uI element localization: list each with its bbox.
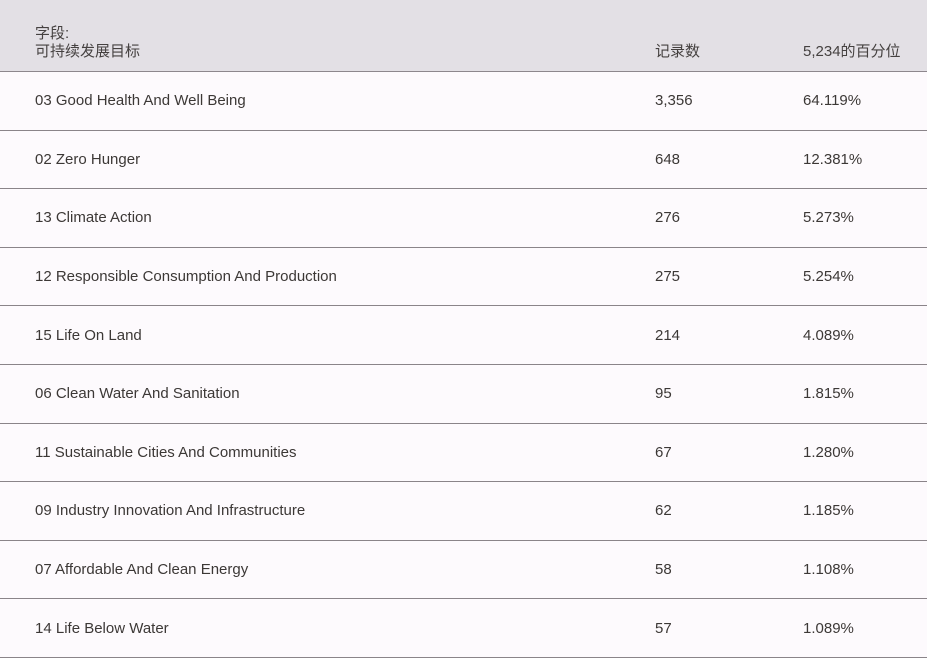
percentile-value: 1.089% [803, 619, 854, 637]
percentile-column-header: 5,234的百分位 [803, 43, 901, 60]
field-name-label: 可持续发展目标 [35, 43, 141, 60]
table-row[interactable]: 07 Affordable And Clean Energy 58 1.108% [0, 540, 927, 600]
table-row[interactable]: 02 Zero Hunger 648 12.381% [0, 130, 927, 190]
sdg-label: 03 Good Health And Well Being [35, 92, 246, 110]
table-row[interactable]: 09 Industry Innovation And Infrastructur… [0, 482, 927, 541]
field-column-header: 字段: 可持续发展目标 [0, 25, 655, 61]
sdg-label: 12 Responsible Consumption And Productio… [35, 268, 337, 286]
record-count-value: 214 [655, 326, 681, 344]
record-count-value: 67 [655, 443, 672, 461]
record-count-value: 3,356 [655, 92, 693, 110]
sdg-label: 14 Life Below Water [35, 619, 169, 637]
record-count-value: 58 [655, 561, 672, 579]
record-count-value: 95 [655, 385, 672, 403]
percentile-value: 5.273% [803, 209, 854, 227]
percentile-value: 1.185% [803, 502, 854, 520]
record-count-value: 62 [655, 502, 672, 520]
table-row[interactable]: 11 Sustainable Cities And Communities 67… [0, 423, 927, 483]
table-row[interactable]: 12 Responsible Consumption And Productio… [0, 247, 927, 307]
sdg-label: 15 Life On Land [35, 326, 142, 344]
percentile-value: 1.815% [803, 385, 854, 403]
percentile-value: 12.381% [803, 150, 863, 168]
percentile-value: 5.254% [803, 268, 854, 286]
sdg-label: 11 Sustainable Cities And Communities [35, 443, 297, 461]
sdg-label: 09 Industry Innovation And Infrastructur… [35, 502, 306, 520]
percentile-value: 4.089% [803, 326, 854, 344]
sdg-label: 13 Climate Action [35, 209, 152, 227]
sdg-label: 02 Zero Hunger [35, 150, 141, 168]
record-count-value: 275 [655, 268, 681, 286]
record-count-column-header: 记录数 [655, 43, 701, 60]
percentile-value: 1.108% [803, 561, 854, 579]
record-count-value: 57 [655, 619, 672, 637]
percentile-value: 64.119% [803, 92, 862, 110]
field-prefix-label: 字段: [35, 25, 70, 42]
table-header: 字段: 可持续发展目标 记录数 5,234的百分位 [0, 0, 927, 72]
table-row[interactable]: 14 Life Below Water 57 1.089% [0, 599, 927, 658]
table-body: 03 Good Health And Well Being 3,356 64.1… [0, 72, 927, 658]
sdg-label: 07 Affordable And Clean Energy [35, 561, 249, 579]
record-count-value: 276 [655, 209, 681, 227]
table-row[interactable]: 06 Clean Water And Sanitation 95 1.815% [0, 364, 927, 424]
sdg-label: 06 Clean Water And Sanitation [35, 385, 240, 403]
record-count-value: 648 [655, 150, 681, 168]
table-row[interactable]: 03 Good Health And Well Being 3,356 64.1… [0, 72, 927, 131]
percentile-value: 1.280% [803, 443, 854, 461]
table-row[interactable]: 15 Life On Land 214 4.089% [0, 306, 927, 365]
table-row[interactable]: 13 Climate Action 276 5.273% [0, 189, 927, 248]
